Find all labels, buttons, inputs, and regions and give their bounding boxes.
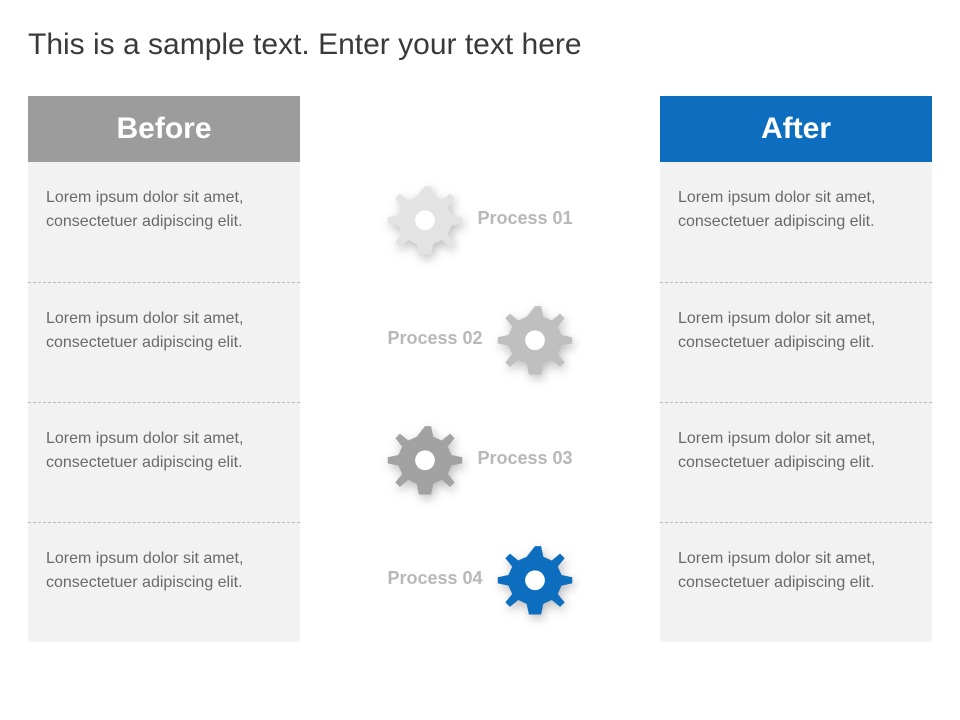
comparison-grid: Before Lorem ipsum dolor sit amet, conse… bbox=[28, 96, 932, 642]
after-text-2: Lorem ipsum dolor sit amet, consectetuer… bbox=[678, 307, 914, 355]
gear-icon bbox=[387, 420, 463, 496]
before-text-1: Lorem ipsum dolor sit amet, consectetuer… bbox=[46, 186, 282, 234]
after-cell-1: Lorem ipsum dolor sit amet, consectetuer… bbox=[660, 162, 932, 282]
before-cell-3: Lorem ipsum dolor sit amet, consectetuer… bbox=[28, 402, 300, 522]
gear-svg-1 bbox=[387, 180, 463, 256]
process-column: Process 01 Process 02 bbox=[300, 96, 660, 638]
before-header: Before bbox=[28, 96, 300, 162]
after-cell-3: Lorem ipsum dolor sit amet, consectetuer… bbox=[660, 402, 932, 522]
process-label-3: Process 03 bbox=[477, 448, 572, 469]
after-column: After Lorem ipsum dolor sit amet, consec… bbox=[660, 96, 932, 642]
gear-icon bbox=[497, 300, 573, 376]
process-spacer bbox=[300, 96, 660, 158]
after-text-1: Lorem ipsum dolor sit amet, consectetuer… bbox=[678, 186, 914, 234]
after-cell-2: Lorem ipsum dolor sit amet, consectetuer… bbox=[660, 282, 932, 402]
after-cell-4: Lorem ipsum dolor sit amet, consectetuer… bbox=[660, 522, 932, 642]
after-text-3: Lorem ipsum dolor sit amet, consectetuer… bbox=[678, 427, 914, 475]
slide: This is a sample text. Enter your text h… bbox=[0, 0, 960, 720]
process-label-1: Process 01 bbox=[477, 208, 572, 229]
before-cell-4: Lorem ipsum dolor sit amet, consectetuer… bbox=[28, 522, 300, 642]
gear-icon bbox=[497, 540, 573, 616]
process-label-2: Process 02 bbox=[387, 328, 482, 349]
before-column: Before Lorem ipsum dolor sit amet, conse… bbox=[28, 96, 300, 642]
before-text-2: Lorem ipsum dolor sit amet, consectetuer… bbox=[46, 307, 282, 355]
gear-icon bbox=[387, 180, 463, 256]
process-row-4: Process 04 bbox=[300, 518, 660, 638]
process-row-1: Process 01 bbox=[300, 158, 660, 278]
slide-title: This is a sample text. Enter your text h… bbox=[28, 28, 932, 62]
before-text-4: Lorem ipsum dolor sit amet, consectetuer… bbox=[46, 547, 282, 595]
before-cell-2: Lorem ipsum dolor sit amet, consectetuer… bbox=[28, 282, 300, 402]
process-label-4: Process 04 bbox=[387, 568, 482, 589]
process-row-3: Process 03 bbox=[300, 398, 660, 518]
after-header: After bbox=[660, 96, 932, 162]
before-text-3: Lorem ipsum dolor sit amet, consectetuer… bbox=[46, 427, 282, 475]
gear-svg-2 bbox=[497, 300, 573, 376]
before-cell-1: Lorem ipsum dolor sit amet, consectetuer… bbox=[28, 162, 300, 282]
process-row-2: Process 02 bbox=[300, 278, 660, 398]
after-text-4: Lorem ipsum dolor sit amet, consectetuer… bbox=[678, 547, 914, 595]
gear-svg-3 bbox=[387, 420, 463, 496]
gear-svg-4 bbox=[497, 540, 573, 616]
